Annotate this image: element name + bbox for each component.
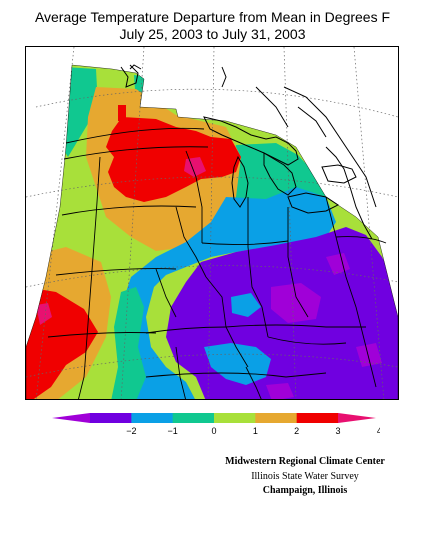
contour-below-neg2-spot-4: [356, 343, 382, 367]
contour-neg1-to-0-ohio-valley: [204, 343, 271, 385]
legend-bin: [214, 413, 256, 423]
legend-tick-label: 3: [335, 426, 340, 436]
map-date-range: July 25, 2003 to July 31, 2003: [119, 26, 306, 42]
legend-bin: [255, 413, 298, 423]
legend-bin-below-min: [52, 413, 90, 423]
legend-bin: [172, 413, 215, 423]
legend-tick-label: 4: [377, 426, 380, 436]
contour-below-neg2-spot-3: [266, 383, 294, 399]
contour-3-to-4-north-spot: [118, 105, 126, 121]
legend-tick-label: −2: [126, 426, 136, 436]
credit-mrcc: Midwestern Regional Climate Center: [225, 456, 385, 467]
contour-0-to-1-northwest: [62, 67, 98, 157]
credit-isws: Illinois State Water Survey: [251, 471, 359, 482]
contour-above-4-spot-1: [36, 303, 52, 325]
legend-bins: [52, 413, 376, 423]
map-title: Average Temperature Departure from Mean …: [34, 9, 391, 25]
legend-tick-label: 2: [294, 426, 299, 436]
temperature-departure-map: [25, 46, 399, 400]
legend-svg: −2 −1 0 1 2 3 4: [52, 413, 382, 436]
legend-bin-above-max: [338, 413, 376, 423]
credit-location: Champaign, Illinois: [262, 485, 348, 496]
legend-tick-label: −1: [168, 426, 178, 436]
legend-ticks: −2 −1 0 1 2 3 4: [126, 426, 382, 436]
legend-bin: [131, 413, 174, 423]
legend-bin: [296, 413, 339, 423]
map-svg: [26, 47, 398, 399]
coastline-and-lakes: [120, 64, 377, 240]
contour-above-4-spot-2: [184, 157, 206, 177]
state-boundaries: [47, 127, 387, 399]
contour-neg1-to-0-central: [116, 187, 336, 399]
graticule: [26, 47, 398, 399]
legend-tick-label: 1: [253, 426, 258, 436]
contour-3-to-4-upper-midwest: [106, 117, 241, 202]
legend-tick-label: 0: [211, 426, 216, 436]
legend-bin: [90, 413, 132, 423]
contour-0-to-1-plains-strip: [111, 287, 146, 399]
domain-outline: [26, 64, 398, 399]
color-legend: −2 −1 0 1 2 3 4: [48, 406, 382, 440]
contour-neg1-to-0-pocket: [231, 293, 261, 317]
contour-below-neg2-spot-1: [271, 283, 321, 323]
